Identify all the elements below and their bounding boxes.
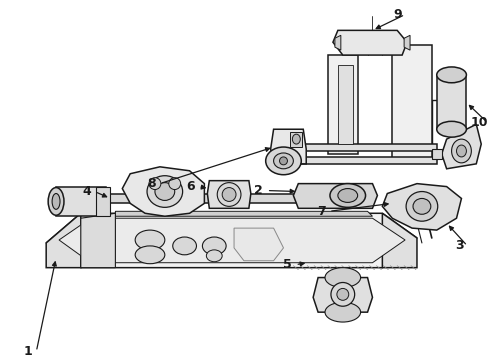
Text: 4: 4 <box>82 185 91 198</box>
Ellipse shape <box>52 194 60 209</box>
Polygon shape <box>432 149 441 159</box>
Ellipse shape <box>293 134 300 144</box>
Ellipse shape <box>135 246 165 264</box>
Ellipse shape <box>413 198 431 214</box>
Ellipse shape <box>48 188 64 215</box>
Text: 5: 5 <box>283 258 292 271</box>
Polygon shape <box>59 218 405 263</box>
Polygon shape <box>333 30 407 55</box>
Polygon shape <box>382 184 462 230</box>
Polygon shape <box>313 278 372 312</box>
Polygon shape <box>46 213 417 268</box>
Bar <box>96 186 110 216</box>
Ellipse shape <box>155 183 175 201</box>
Text: 9: 9 <box>393 8 401 21</box>
Text: 7: 7 <box>317 205 325 218</box>
Ellipse shape <box>173 237 196 255</box>
Text: 6: 6 <box>186 180 195 193</box>
Ellipse shape <box>331 283 355 306</box>
Polygon shape <box>392 45 432 159</box>
Ellipse shape <box>202 237 226 255</box>
Ellipse shape <box>147 176 183 207</box>
Polygon shape <box>110 194 368 203</box>
Polygon shape <box>338 65 353 144</box>
Polygon shape <box>270 129 306 164</box>
Polygon shape <box>115 211 372 216</box>
Ellipse shape <box>437 67 466 83</box>
Polygon shape <box>278 144 437 151</box>
Ellipse shape <box>337 288 349 300</box>
Ellipse shape <box>206 250 222 262</box>
Ellipse shape <box>406 192 438 221</box>
Ellipse shape <box>338 189 358 202</box>
Polygon shape <box>46 213 81 268</box>
Ellipse shape <box>279 157 288 165</box>
Polygon shape <box>335 35 341 50</box>
Polygon shape <box>382 213 417 268</box>
Ellipse shape <box>222 188 236 201</box>
Ellipse shape <box>135 230 165 250</box>
Text: 3: 3 <box>455 239 464 252</box>
Polygon shape <box>81 213 115 268</box>
Polygon shape <box>441 124 481 169</box>
Ellipse shape <box>217 183 241 206</box>
Bar <box>291 132 302 147</box>
Polygon shape <box>207 181 251 208</box>
Polygon shape <box>328 55 358 154</box>
Polygon shape <box>234 228 284 261</box>
Polygon shape <box>437 75 466 129</box>
Polygon shape <box>278 157 437 164</box>
Ellipse shape <box>363 194 372 203</box>
Text: 8: 8 <box>147 177 156 190</box>
Ellipse shape <box>457 145 466 157</box>
Ellipse shape <box>330 184 366 207</box>
Ellipse shape <box>325 302 361 322</box>
Ellipse shape <box>325 268 361 287</box>
Ellipse shape <box>149 178 161 190</box>
Ellipse shape <box>273 153 294 169</box>
Ellipse shape <box>437 121 466 137</box>
Text: 10: 10 <box>470 116 488 129</box>
Ellipse shape <box>169 178 181 190</box>
Ellipse shape <box>266 147 301 175</box>
Bar <box>56 186 105 216</box>
Polygon shape <box>122 167 204 216</box>
Polygon shape <box>294 184 377 208</box>
Polygon shape <box>404 35 410 50</box>
Text: 1: 1 <box>24 345 33 358</box>
Ellipse shape <box>452 139 471 163</box>
Text: 2: 2 <box>254 184 263 197</box>
